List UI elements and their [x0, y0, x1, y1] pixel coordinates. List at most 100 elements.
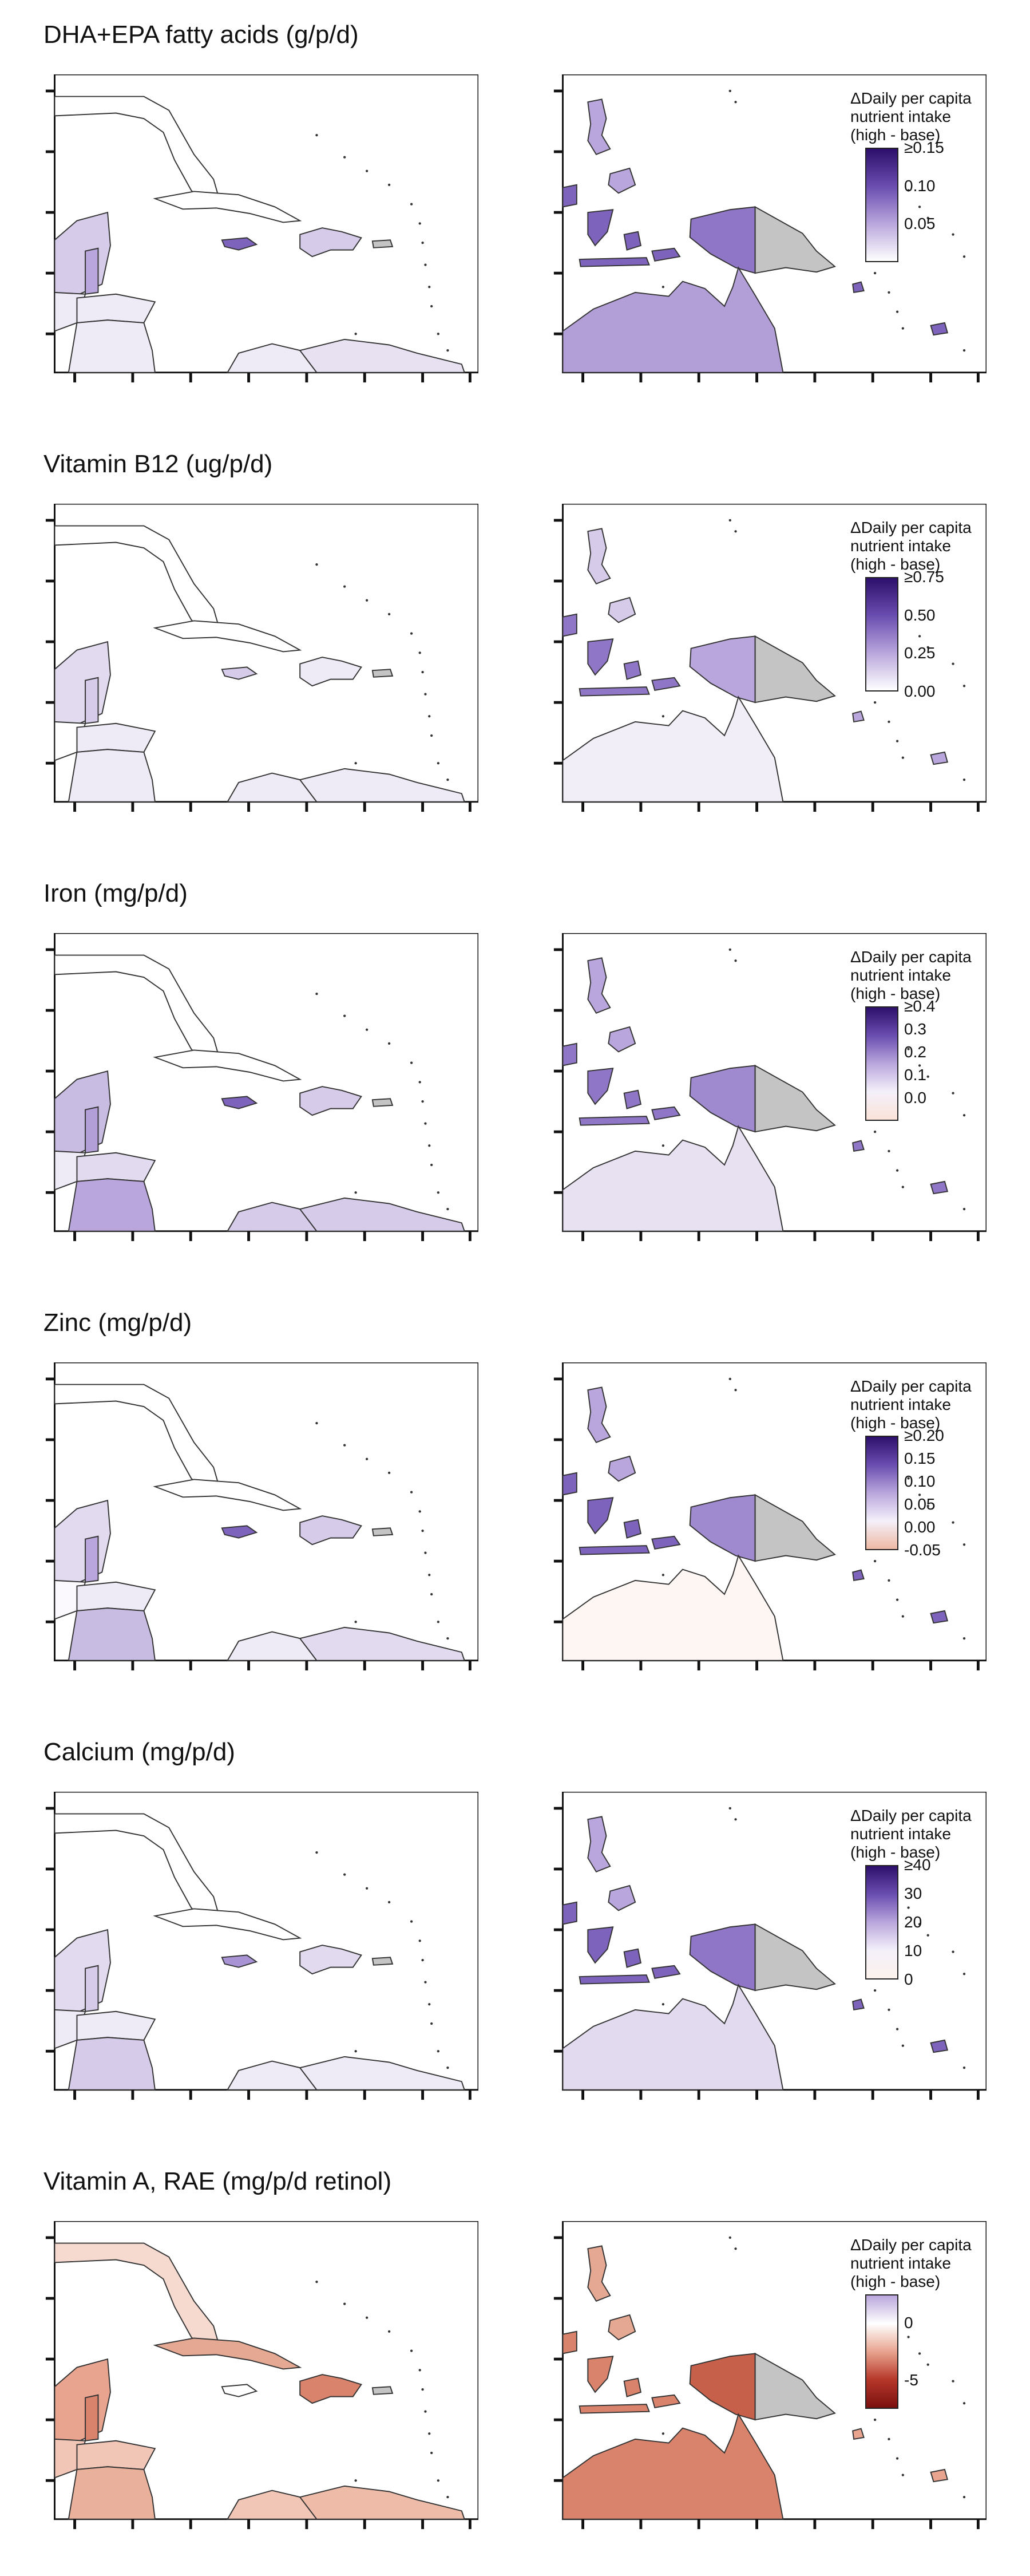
- region-philippines: [587, 957, 636, 1053]
- colorbar: [865, 577, 898, 692]
- small-island: [343, 1444, 346, 1447]
- small-island: [962, 349, 966, 352]
- small-island: [430, 2022, 433, 2025]
- region-islands: [852, 1998, 949, 2053]
- small-island: [734, 2247, 737, 2250]
- small-island: [728, 2236, 731, 2239]
- legend-tick-label: 0.25: [904, 644, 936, 662]
- small-island: [365, 2316, 369, 2319]
- color-legend: ΔDaily per capita nutrient intake (high …: [850, 519, 982, 700]
- region-belize: [85, 677, 99, 724]
- legend-tick-label: 0.15: [904, 1449, 936, 1467]
- small-island: [896, 1169, 899, 1172]
- color-legend: ΔDaily per capita nutrient intake (high …: [850, 89, 982, 268]
- region-hispaniola: [299, 1086, 362, 1116]
- small-island: [430, 734, 433, 737]
- caribbean-map: [43, 933, 478, 1242]
- small-island: [734, 1389, 737, 1392]
- legend-tick-label: 0: [904, 2314, 913, 2332]
- small-island: [343, 1014, 346, 1017]
- legend-body: ≥0.75 0.50 0.25 0.00: [865, 569, 982, 700]
- small-island: [315, 2280, 318, 2283]
- caribbean-map: [43, 74, 478, 384]
- region-puerto-rico: [371, 1527, 394, 1536]
- legend-tick-label: ≥0.4: [904, 997, 936, 1015]
- small-island: [962, 1543, 966, 1546]
- small-island: [952, 1092, 954, 1095]
- small-island: [437, 762, 439, 765]
- small-island: [428, 1144, 431, 1147]
- legend-tick-label: 0.00: [904, 682, 936, 700]
- small-island: [873, 1560, 877, 1563]
- small-island: [315, 992, 318, 995]
- axis-ticks: [45, 519, 472, 812]
- small-island: [387, 613, 391, 615]
- region-australia: [562, 1125, 784, 1232]
- region-belize: [85, 1106, 99, 1153]
- region-colombia: [226, 2060, 318, 2091]
- region-venezuela: [299, 768, 465, 803]
- small-island: [421, 1958, 424, 1962]
- region-nicaragua: [68, 1178, 156, 1232]
- region-indonesia: [562, 184, 681, 267]
- small-island: [421, 670, 424, 674]
- small-island: [424, 1981, 427, 1984]
- small-island: [952, 2380, 954, 2383]
- color-legend: ΔDaily per capita nutrient intake (high …: [850, 1807, 982, 1988]
- small-island: [907, 2336, 910, 2338]
- legend-tick-label: 0.10: [904, 176, 936, 195]
- small-island: [428, 2432, 431, 2435]
- region-nicaragua: [68, 2037, 156, 2091]
- region-philippines: [587, 1386, 636, 1482]
- region-colombia: [226, 1631, 318, 1661]
- axis-ticks: [553, 2236, 980, 2530]
- region-venezuela: [299, 2485, 465, 2520]
- region-indonesia: [562, 1472, 681, 1555]
- small-island: [354, 1191, 357, 1194]
- small-island: [354, 762, 357, 765]
- small-island: [888, 291, 890, 294]
- small-island: [918, 206, 921, 208]
- color-legend: ΔDaily per capita nutrient intake (high …: [850, 948, 982, 1127]
- colorbar: [865, 1865, 898, 1980]
- legend-body: 0 -5: [865, 2294, 982, 2415]
- legend-tick-label: ≥0.75: [904, 568, 944, 586]
- small-island: [410, 2349, 413, 2352]
- legend-tick-label: 30: [904, 1884, 922, 1902]
- region-islands: [852, 2428, 949, 2483]
- pacific-map: ΔDaily per capita nutrient intake (high …: [552, 74, 987, 384]
- small-island: [421, 241, 424, 244]
- legend-tick-label: -5: [904, 2371, 918, 2389]
- region-colombia: [226, 1202, 318, 1232]
- small-island: [918, 1064, 921, 1067]
- region-colombia: [226, 343, 318, 373]
- small-island: [315, 133, 318, 137]
- small-island: [926, 1504, 929, 1507]
- small-island: [354, 2479, 357, 2482]
- axis-ticks: [553, 519, 980, 812]
- small-island: [952, 1521, 954, 1524]
- nutrient-row: DHA+EPA fatty acids (g/p/d) ΔDaily per ca…: [0, 0, 1030, 429]
- region-jamaica: [221, 2384, 258, 2397]
- region-png-east: [754, 2352, 836, 2421]
- caribbean-map: [43, 1792, 478, 2101]
- small-island: [888, 2437, 890, 2441]
- region-philippines: [587, 1816, 636, 1911]
- region-jamaica: [221, 237, 258, 251]
- legend-tick-label: 0.50: [904, 606, 936, 624]
- axis-ticks: [45, 2236, 472, 2530]
- small-island: [728, 89, 731, 93]
- region-png: [689, 2353, 756, 2421]
- region-philippines: [587, 98, 636, 194]
- legend-body: ≥0.20 0.15 0.10 0.05 0.00 -0.05: [865, 1428, 982, 1558]
- region-philippines: [587, 2245, 636, 2341]
- small-island: [365, 599, 369, 602]
- small-island: [424, 2410, 427, 2413]
- region-jamaica: [221, 1096, 258, 1109]
- region-puerto-rico: [371, 1957, 394, 1966]
- small-island: [918, 1494, 921, 1496]
- nutrient-title: Vitamin B12 (ug/p/d): [43, 450, 273, 478]
- small-island: [873, 2419, 877, 2421]
- map-svg: [553, 504, 987, 812]
- map-svg: [45, 2221, 478, 2530]
